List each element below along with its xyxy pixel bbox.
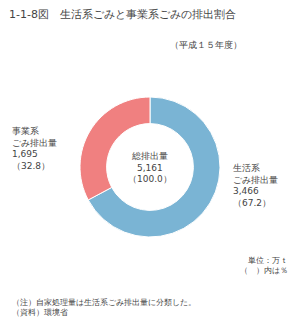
svg-text:（平成１５年度）: （平成１５年度）	[170, 40, 242, 50]
svg-text:（注）自家処理量は生活系ごみ排出量に分類した。（資料）環境省: （注）自家処理量は生活系ごみ排出量に分類した。（資料）環境省	[12, 298, 196, 317]
svg-text:事業系ごみ排出量1,695（32.8）: 事業系ごみ排出量1,695（32.8）	[12, 126, 57, 171]
svg-text:総排出量5,161（100.0）: 総排出量5,161（100.0）	[128, 151, 172, 184]
svg-text:単位：万ｔ（ ）内は％: 単位：万ｔ（ ）内は％	[240, 256, 288, 275]
svg-text:生活系ごみ排出量3,466（67.2）: 生活系ごみ排出量3,466（67.2）	[233, 163, 278, 208]
svg-text:1-1-8図 生活系ごみと事業系ごみの排出割合: 1-1-8図 生活系ごみと事業系ごみの排出割合	[9, 8, 236, 21]
